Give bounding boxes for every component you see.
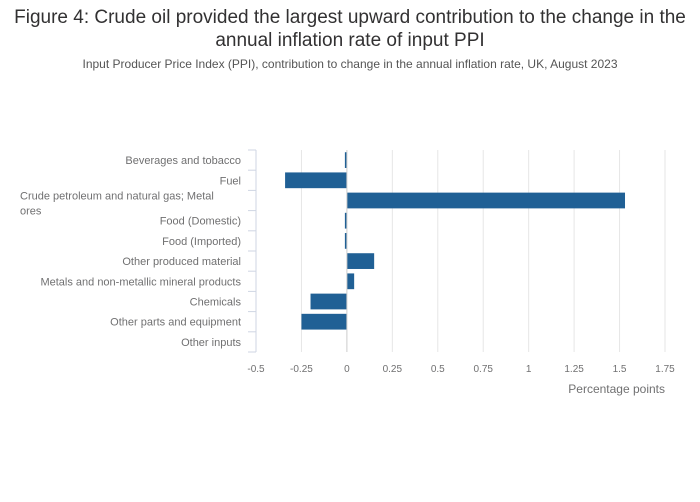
bar bbox=[346, 192, 626, 209]
bar bbox=[344, 212, 347, 229]
category-label: Fuel bbox=[220, 175, 241, 187]
x-tick-label: 1.25 bbox=[564, 364, 584, 375]
x-tick-label: 1.75 bbox=[655, 364, 675, 375]
x-tick-label: 0.25 bbox=[383, 364, 403, 375]
x-tick-label: 0.75 bbox=[473, 364, 493, 375]
bar bbox=[344, 152, 347, 168]
x-tick-label: 1.5 bbox=[613, 364, 627, 375]
x-tick-label: 0.5 bbox=[431, 364, 445, 375]
x-axis-title: Percentage points bbox=[568, 382, 665, 396]
category-label: Beverages and tobacco bbox=[125, 155, 241, 167]
x-tick-label: 0 bbox=[344, 364, 350, 375]
bar bbox=[346, 253, 375, 269]
bar bbox=[346, 273, 355, 290]
x-tick-label: -0.5 bbox=[247, 364, 265, 375]
category-label: Chemicals bbox=[190, 297, 242, 309]
chart-subtitle: Input Producer Price Index (PPI), contri… bbox=[82, 57, 618, 71]
bar bbox=[301, 313, 347, 330]
category-label: Other parts and equipment bbox=[110, 317, 241, 329]
chart-title: Figure 4: Crude oil provided the largest… bbox=[14, 7, 686, 51]
category-label: Other inputs bbox=[181, 337, 241, 349]
category-label: Food (Domestic) bbox=[160, 216, 241, 228]
category-label: Other produced material bbox=[122, 256, 241, 268]
category-label: Crude petroleum and natural gas; Metal or… bbox=[20, 191, 214, 218]
bar bbox=[344, 233, 347, 249]
category-label: Metals and non-metallic mineral products bbox=[40, 276, 241, 288]
category-label: Food (Imported) bbox=[162, 236, 241, 248]
x-tick-label: -0.25 bbox=[290, 364, 313, 375]
x-tick-label: 1 bbox=[526, 364, 532, 375]
bar bbox=[310, 293, 347, 310]
bar bbox=[285, 172, 347, 189]
